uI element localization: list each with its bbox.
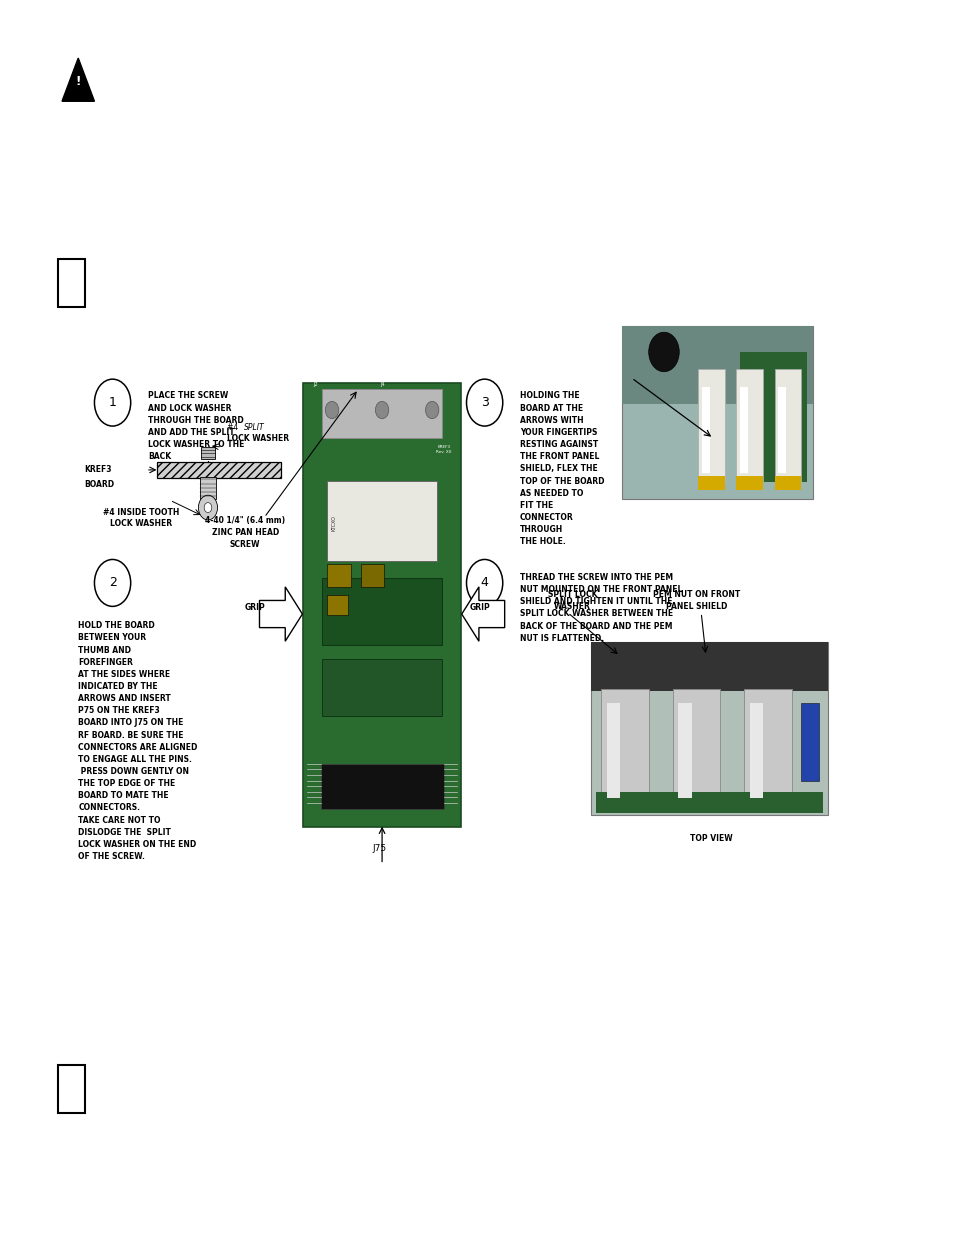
Bar (322, 389, 441, 438)
Bar (303, 383, 460, 827)
Text: KTCXO: KTCXO (332, 515, 336, 531)
Text: HOLDING THE
BOARD AT THE
ARROWS WITH
YOUR FINGERTIPS
RESTING AGAINST
THE FRONT P: HOLDING THE BOARD AT THE ARROWS WITH YOU… (519, 391, 604, 546)
Circle shape (325, 401, 338, 419)
Text: 3: 3 (480, 396, 488, 409)
Bar (200, 477, 215, 499)
Text: !: ! (75, 75, 81, 88)
Bar (621, 326, 812, 499)
Text: SPLIT LOCK
WASHER: SPLIT LOCK WASHER (547, 590, 597, 611)
Text: 2: 2 (109, 577, 116, 589)
Bar (743, 689, 791, 806)
Text: PEM NUT ON FRONT
PANEL SHIELD: PEM NUT ON FRONT PANEL SHIELD (652, 590, 740, 611)
Bar (749, 703, 762, 798)
Circle shape (425, 401, 438, 419)
Text: GRIP: GRIP (244, 603, 265, 613)
Bar (327, 595, 348, 615)
Bar (740, 352, 806, 482)
Text: THREAD THE SCREW INTO THE PEM
NUT MOUNTED ON THE FRONT PANEL
SHIELD AND TIGHTEN : THREAD THE SCREW INTO THE PEM NUT MOUNTE… (519, 573, 681, 642)
Bar (322, 578, 441, 645)
Bar (327, 480, 436, 561)
Bar (698, 369, 724, 482)
Bar (320, 764, 443, 809)
Bar (327, 564, 351, 587)
Text: KREF3
Rev. X0: KREF3 Rev. X0 (436, 445, 451, 453)
Text: J2: J2 (313, 382, 317, 387)
Text: BOARD: BOARD (84, 479, 114, 489)
Bar (621, 326, 812, 404)
Circle shape (648, 332, 679, 372)
Text: #4: #4 (227, 424, 240, 432)
Bar (58, 258, 85, 308)
Text: TOP VIEW: TOP VIEW (690, 834, 732, 842)
Bar (672, 689, 720, 806)
Bar (698, 477, 724, 490)
Text: SPLIT: SPLIT (244, 424, 265, 432)
Text: LOCK WASHER: LOCK WASHER (227, 435, 289, 443)
Bar (774, 369, 801, 482)
Bar (591, 642, 827, 815)
Text: KREF3: KREF3 (84, 464, 112, 474)
Bar (774, 477, 801, 490)
Bar (591, 642, 827, 690)
Bar (157, 462, 281, 478)
Text: 1: 1 (109, 396, 116, 409)
Polygon shape (259, 587, 302, 641)
Polygon shape (62, 58, 94, 101)
Text: #4 INSIDE TOOTH
LOCK WASHER: #4 INSIDE TOOTH LOCK WASHER (103, 508, 179, 529)
Bar (596, 792, 822, 813)
Bar (322, 658, 441, 716)
Text: 4: 4 (480, 577, 488, 589)
Bar (736, 369, 762, 482)
Bar (736, 477, 762, 490)
Circle shape (204, 503, 212, 513)
Circle shape (375, 401, 389, 419)
Bar (740, 387, 747, 473)
Text: J75: J75 (373, 844, 386, 852)
Bar (360, 564, 384, 587)
Bar (600, 689, 648, 806)
Bar (801, 703, 818, 781)
Bar (678, 703, 691, 798)
Bar (58, 1065, 85, 1114)
Text: PLACE THE SCREW
AND LOCK WASHER
THROUGH THE BOARD
AND ADD THE SPLIT
LOCK WASHER : PLACE THE SCREW AND LOCK WASHER THROUGH … (148, 391, 244, 461)
Polygon shape (461, 587, 504, 641)
Text: GRIP: GRIP (469, 603, 490, 613)
Circle shape (198, 495, 217, 520)
Bar (701, 387, 709, 473)
Text: HOLD THE BOARD
BETWEEN YOUR
THUMB AND
FOREFINGER
AT THE SIDES WHERE
INDICATED BY: HOLD THE BOARD BETWEEN YOUR THUMB AND FO… (78, 621, 197, 861)
Text: J4: J4 (379, 382, 384, 387)
Bar (778, 387, 785, 473)
Bar (606, 703, 619, 798)
Text: 4-40 1/4" (6.4 mm)
ZINC PAN HEAD
SCREW: 4-40 1/4" (6.4 mm) ZINC PAN HEAD SCREW (205, 516, 285, 548)
Bar (201, 447, 214, 459)
